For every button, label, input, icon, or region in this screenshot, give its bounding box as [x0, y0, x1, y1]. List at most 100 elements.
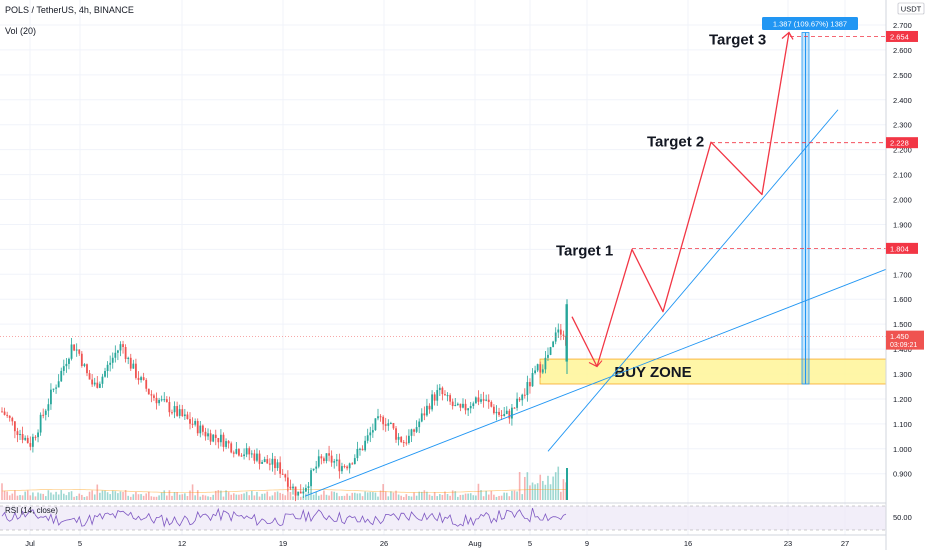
- volume-bar: [346, 493, 348, 500]
- volume-bar: [199, 496, 202, 500]
- volume-bar: [150, 496, 153, 500]
- volume-bar: [297, 495, 299, 500]
- candle-body: [441, 387, 444, 395]
- volume-bar: [52, 494, 55, 500]
- volume-bar: [384, 491, 387, 500]
- volume-bar: [68, 492, 70, 500]
- volume-bar: [78, 493, 81, 500]
- volume-bar: [325, 494, 328, 500]
- candle-body: [299, 491, 302, 494]
- candle-body: [436, 390, 439, 401]
- volume-bar: [395, 490, 397, 500]
- volume-bar: [475, 495, 477, 500]
- candle-body: [297, 491, 300, 496]
- volume-bar: [163, 490, 166, 500]
- candle-body: [75, 349, 78, 351]
- volume-bar: [372, 492, 374, 500]
- volume-bar: [420, 491, 423, 500]
- volume-bar: [132, 494, 135, 500]
- candle-body: [137, 377, 140, 381]
- candle-body: [248, 448, 251, 455]
- volume-bar: [341, 495, 343, 500]
- candle-body: [286, 477, 289, 487]
- candle-body: [109, 362, 112, 365]
- volume-bar: [542, 480, 544, 500]
- volume-bar: [281, 493, 284, 500]
- candle-body: [171, 412, 173, 414]
- current-price-badge: [886, 330, 924, 350]
- volume-bar: [495, 496, 498, 500]
- candle-body: [114, 352, 117, 358]
- target-1-price-label: 1.804: [890, 244, 909, 253]
- volume-bar: [405, 494, 408, 500]
- candle-body: [16, 431, 19, 436]
- candle-body: [335, 459, 338, 462]
- price-tick-label: 1.100: [893, 420, 912, 429]
- price-tick-label: 2.600: [893, 46, 912, 55]
- target-1-price-badge: [886, 242, 918, 254]
- candle-body: [389, 422, 392, 424]
- candle-body: [341, 466, 343, 472]
- volume-bar: [477, 483, 480, 500]
- volume-bar: [508, 496, 511, 500]
- candle-body: [240, 455, 243, 457]
- volume-bar: [93, 494, 96, 500]
- buy-zone-layer: BUY ZONE: [539, 358, 887, 385]
- volume-bar: [124, 490, 127, 500]
- candle-body: [3, 411, 6, 415]
- volume-bar: [39, 493, 42, 500]
- candle-body: [173, 406, 176, 413]
- candle-body: [147, 388, 150, 395]
- candle-body: [289, 486, 292, 489]
- candle-body: [284, 474, 287, 478]
- price-tick-label: 2.300: [893, 121, 912, 130]
- candle-body: [325, 453, 328, 462]
- candle-body: [225, 441, 227, 447]
- projection-dip-arrow: [588, 360, 603, 368]
- volume-bar: [487, 494, 490, 500]
- candle-body: [400, 436, 403, 443]
- volume-bar: [222, 496, 225, 500]
- candle-body: [42, 414, 45, 416]
- volume-bar: [377, 496, 379, 500]
- volume-bar: [312, 494, 315, 500]
- volume-bar: [117, 493, 119, 500]
- volume-bar: [276, 491, 279, 500]
- candle-body: [274, 458, 276, 469]
- price-tick-label: 1.300: [893, 370, 912, 379]
- candle-body: [469, 406, 472, 409]
- candle-body: [238, 449, 240, 456]
- volume-bar: [8, 495, 11, 500]
- candle-body: [446, 395, 449, 397]
- volume-bar: [523, 476, 526, 500]
- volume-bar: [433, 492, 436, 500]
- volume-bar: [245, 491, 248, 500]
- volume-bar: [186, 496, 189, 500]
- volume-bar: [410, 496, 413, 500]
- target-lines: Target 1 Target 2 Target 3: [0, 31, 886, 337]
- candle-body: [86, 364, 88, 374]
- candle-body: [26, 437, 29, 444]
- volume-bar: [34, 496, 37, 500]
- candle-body: [402, 442, 405, 444]
- volume-ma-line: [1, 489, 567, 493]
- projection-arrowhead: [781, 31, 794, 40]
- candle-body: [480, 399, 482, 402]
- volume-bar: [490, 490, 493, 500]
- candle-body: [21, 434, 24, 440]
- volume-bar: [472, 495, 475, 500]
- candle-body: [513, 407, 516, 409]
- volume-bar: [96, 484, 99, 500]
- candle-body: [565, 304, 568, 362]
- measure-label-box: [762, 17, 858, 30]
- currency-badge[interactable]: [897, 2, 925, 15]
- volume-bar: [14, 490, 16, 500]
- candle-body: [292, 486, 294, 489]
- volume-bar: [307, 492, 310, 500]
- volume-bar: [243, 493, 245, 500]
- volume-bar: [111, 490, 114, 500]
- measure-label: 1.387 (109.67%) 1387: [773, 20, 847, 29]
- volume-bar: [73, 496, 75, 500]
- volume-bar: [147, 491, 150, 500]
